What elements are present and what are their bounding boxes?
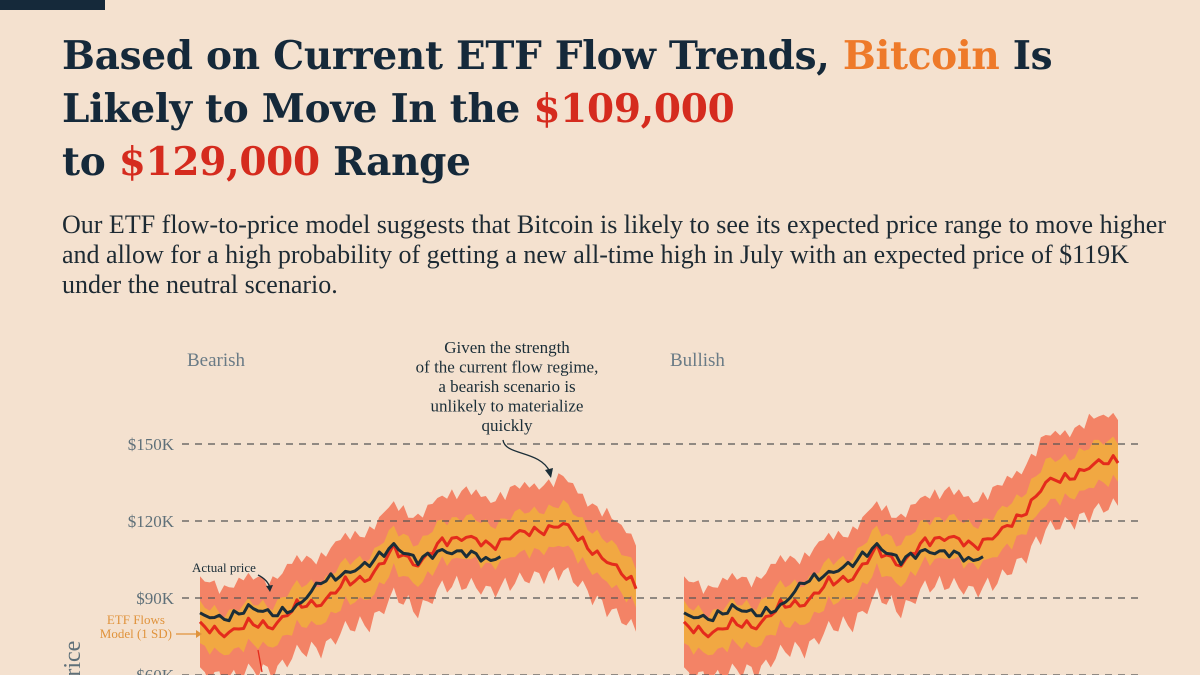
band-1sd-bullish	[684, 436, 1118, 656]
headline-part-1: Based on Current ETF Flow Trends,	[62, 33, 843, 79]
headline-low-price: $109,000	[533, 86, 735, 132]
y-tick-label-3: $150K	[128, 435, 175, 454]
headline-part-2: Is Likely to Move In the	[62, 33, 1053, 132]
panel-title-bullish: Bullish	[670, 350, 725, 371]
subtitle: Our ETF flow-to-price model suggests tha…	[62, 210, 1166, 299]
model-lower-arrow	[257, 649, 263, 673]
annotation-line-5: quickly	[482, 416, 533, 435]
actual-line-bearish	[199, 542, 502, 623]
annotation-line-2: of the current flow regime,	[416, 358, 599, 377]
headline-bitcoin: Bitcoin	[842, 33, 1000, 79]
headline: Based on Current ETF Flow Trends, Bitcoi…	[62, 30, 1162, 189]
y-tick-label-2: $120K	[128, 512, 175, 531]
model-line-bearish	[198, 522, 638, 639]
annotation-line-1: Given the strength	[444, 338, 570, 357]
corner-accent-bar	[0, 0, 105, 10]
headline-part-4: Range	[319, 139, 471, 185]
y-tick-label-1: $90K	[136, 589, 175, 608]
panel-title-bearish: Bearish	[187, 350, 246, 371]
actual-line-bullish	[683, 542, 984, 623]
model-label-arrowhead	[196, 630, 202, 638]
y-tick-label-0: $60K	[136, 666, 175, 675]
annotation-arrow	[502, 439, 551, 473]
headline-high-price: $129,000	[118, 139, 320, 185]
actual-price-label: Actual price	[192, 560, 256, 575]
annotation-arrowhead	[545, 468, 553, 478]
band-1sd-bearish	[200, 499, 636, 656]
y-axis-label: Price	[60, 641, 86, 675]
model-label-line-1: ETF Flows	[107, 612, 165, 627]
annotation-line-3: a bearish scenario is	[438, 377, 575, 396]
actual-price-arrowhead	[266, 585, 273, 592]
headline-part-3: to	[62, 139, 119, 185]
annotation-line-4: unlikely to materialize	[431, 397, 584, 416]
model-label-line-2: Model (1 SD)	[100, 626, 172, 641]
